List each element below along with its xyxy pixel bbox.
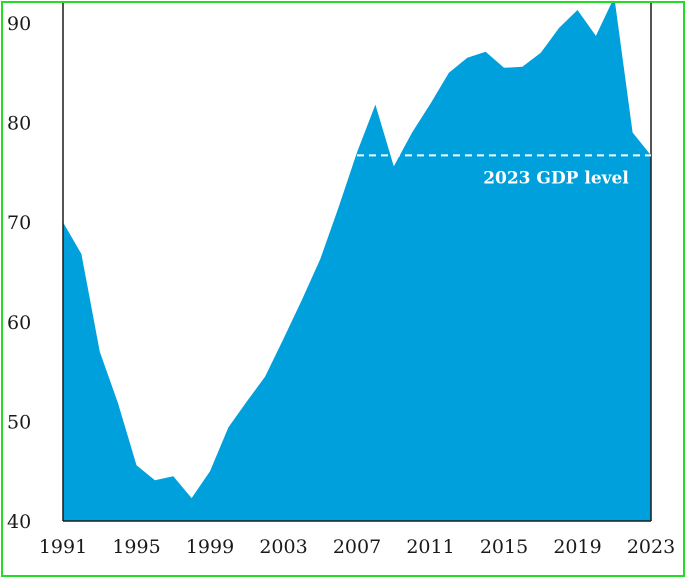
x-tick-label-2015: 2015 <box>480 536 528 558</box>
y-tick-label-60: 60 <box>7 312 31 334</box>
x-tick-label-1995: 1995 <box>112 536 160 558</box>
x-tick-label-1991: 1991 <box>39 536 87 558</box>
plot-area <box>63 3 651 521</box>
x-tick-label-1999: 1999 <box>186 536 234 558</box>
y-tick-label-80: 80 <box>7 113 31 135</box>
x-tick-label-2019: 2019 <box>553 536 601 558</box>
x-tick-label-2003: 2003 <box>259 536 307 558</box>
annotation-layer: 2023 GDP level <box>357 154 651 188</box>
gdp-reference-label: 2023 GDP level <box>483 168 629 188</box>
y-tick-label-90: 90 <box>7 13 31 35</box>
y-tick-label-70: 70 <box>7 212 31 234</box>
y-axis: 40 50 60 70 80 90 <box>7 3 652 533</box>
x-tick-label-2007: 2007 <box>333 536 381 558</box>
x-tick-label-2011: 2011 <box>406 536 454 558</box>
gdp-area-series <box>63 3 651 521</box>
x-tick-label-2023: 2023 <box>627 536 675 558</box>
x-axis: 1991 1995 1999 2003 2007 2011 2015 2019 2023 <box>39 520 675 558</box>
gdp-area-chart: 40 50 60 70 80 90 1991 1995 1999 2003 2007 2011 201… <box>7 3 675 558</box>
y-tick-label-40: 40 <box>7 511 31 533</box>
y-tick-label-50: 50 <box>7 411 31 433</box>
